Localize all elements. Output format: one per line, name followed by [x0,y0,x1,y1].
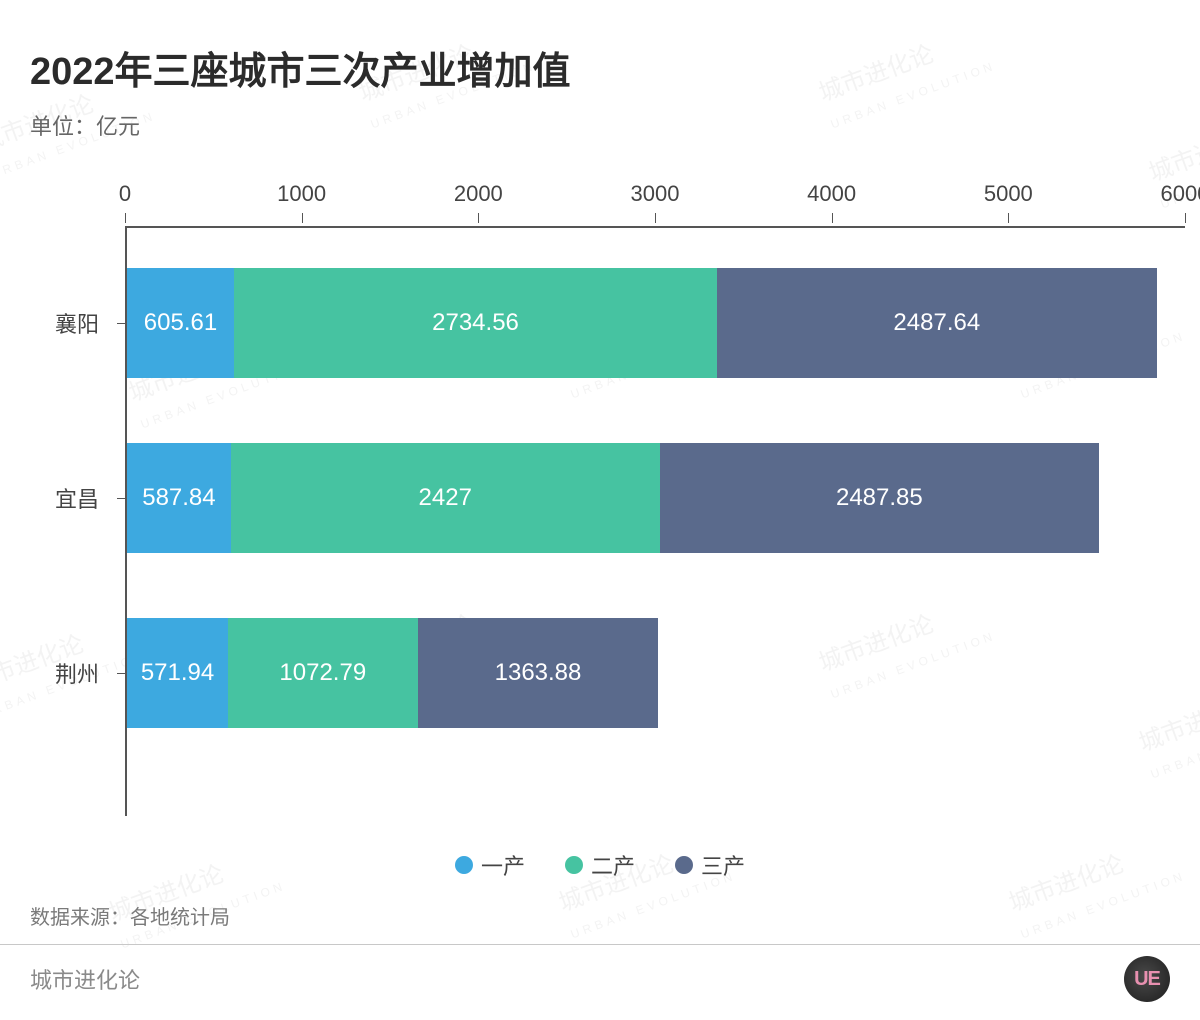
plot-area: 襄阳605.612734.562487.64宜昌587.8424272487.8… [125,226,1185,816]
y-category-label: 荆州 [55,657,99,689]
y-category-label: 宜昌 [55,482,99,514]
footer-brand: 城市进化论 [30,963,1170,995]
legend-label: 一产 [481,849,525,881]
bar-segment: 587.84 [127,443,231,553]
x-tick-mark [1185,213,1186,223]
bar-segment: 1072.79 [228,618,418,728]
data-source: 数据来源：各地统计局 [30,901,1170,944]
bar-segment: 2734.56 [234,268,717,378]
y-tick-mark [117,323,125,324]
bar-segment: 2487.85 [660,443,1100,553]
x-tick-label: 5000 [984,181,1033,207]
bar-segment: 1363.88 [418,618,659,728]
chart-area: 0100020003000400050006000 襄阳605.612734.5… [30,171,1170,871]
legend-label: 三产 [701,849,745,881]
legend: 一产 二产 三产 [30,849,1170,881]
x-tick-mark [832,213,833,223]
legend-swatch-icon [455,856,473,874]
y-tick-mark [117,498,125,499]
x-tick-mark [302,213,303,223]
bar-segment: 2487.64 [717,268,1156,378]
chart-title: 2022年三座城市三次产业增加值 [30,40,1170,95]
x-tick-label: 3000 [631,181,680,207]
x-axis-ticks: 0100020003000400050006000 [125,171,1185,226]
x-tick-mark [125,213,126,223]
y-tick-mark [117,673,125,674]
bar-segment: 605.61 [127,268,234,378]
legend-item: 一产 [455,849,525,881]
legend-item: 二产 [565,849,635,881]
y-category-label: 襄阳 [55,307,99,339]
x-tick-label: 4000 [807,181,856,207]
legend-swatch-icon [675,856,693,874]
x-tick-mark [655,213,656,223]
legend-label: 二产 [591,849,635,881]
bar-row: 571.941072.791363.88 [127,618,658,728]
legend-swatch-icon [565,856,583,874]
chart-container: 2022年三座城市三次产业增加值 单位：亿元 0 1000 2000 3000 4000… [0,0,1200,995]
x-tick-mark [1008,213,1009,223]
x-tick-label: 6000 [1161,181,1200,207]
chart-subtitle: 单位：亿元 [30,109,1170,141]
x-axis-line [125,226,1185,228]
x-tick-label: 2000 [454,181,503,207]
bar-row: 605.612734.562487.64 [127,268,1157,378]
x-tick-label: 0 [119,181,131,207]
bar-row: 587.8424272487.85 [127,443,1099,553]
x-tick-label: 1000 [277,181,326,207]
footer-divider [0,944,1200,945]
x-tick-mark [478,213,479,223]
legend-item: 三产 [675,849,745,881]
bar-segment: 571.94 [127,618,228,728]
bar-segment: 2427 [231,443,660,553]
